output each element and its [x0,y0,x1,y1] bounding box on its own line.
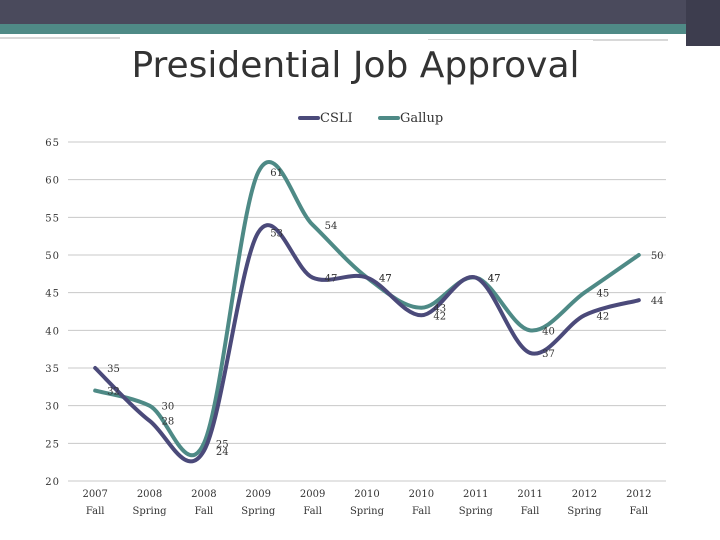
y-tick-label-55: 55 [45,213,60,224]
x-tick-year-3: 2009 [246,489,271,500]
y-tick-label-25: 25 [45,439,60,450]
x-tick-year-4: 2009 [300,489,325,500]
y-tick-label-20: 20 [45,477,60,488]
series-lines [93,160,641,464]
y-axis-ticks: 20 25 30 35 40 45 50 55 60 65 [45,138,60,488]
data-label-csli-2: 24 [216,447,229,458]
data-label-gallup-9: 45 [596,289,609,300]
x-tick-year-7: 2011 [463,489,488,500]
grid-lines [68,141,666,482]
x-tick-year-9: 2012 [572,489,597,500]
x-tick-season-9: Spring [567,506,602,517]
data-label-csli-0: 35 [107,364,120,375]
data-label-csli-10: 44 [651,296,664,307]
data-label-gallup-3: 61 [270,168,283,179]
x-tick-season-7: Spring [459,506,494,517]
data-label-gallup-4: 54 [325,221,338,232]
data-label-gallup-8: 40 [542,326,555,337]
x-tick-season-0: Fall [86,506,105,517]
data-label-csli-3: 53 [270,228,283,239]
x-tick-season-1: Spring [133,506,168,517]
y-tick-label-65: 65 [45,138,60,149]
slide-top-bar [0,0,720,24]
x-tick-season-4: Fall [303,506,322,517]
slide-title: Presidential Job Approval [131,45,580,86]
slide-accent-stripe [0,24,686,34]
x-tick-year-6: 2010 [409,489,434,500]
slide-corner-bar [686,0,720,46]
chart-legend: CSLI Gallup [298,111,443,126]
x-tick-season-2: Fall [195,506,214,517]
data-label-csli-7: 47 [488,274,501,285]
data-label-csli-8: 37 [542,349,555,360]
data-label-csli-6: 42 [433,311,446,322]
x-tick-season-8: Fall [521,506,540,517]
data-label-gallup-2: 25 [216,439,229,450]
x-tick-year-5: 2010 [354,489,379,500]
legend-label-csli: CSLI [320,111,353,126]
x-tick-year-2: 2008 [191,489,216,500]
data-label-csli-4: 47 [325,274,338,285]
data-label-csli-5: 47 [379,274,392,285]
x-tick-season-10: Fall [630,506,649,517]
x-tick-year-10: 2012 [626,489,651,500]
x-tick-season-3: Spring [241,506,276,517]
x-axis-ticks: 2007 Fall 2008 Spring 2008 Fall 2009 Spring 2009… [82,489,651,517]
x-tick-season-5: Spring [350,506,385,517]
data-label-csli-9: 42 [596,311,609,322]
y-tick-label-40: 40 [45,326,60,337]
x-tick-year-1: 2008 [137,489,162,500]
data-label-csli-1: 28 [162,417,175,428]
x-tick-year-0: 2007 [82,489,107,500]
data-label-gallup-0: 32 [107,387,120,398]
data-label-gallup-10: 50 [651,251,664,262]
data-label-gallup-7: 47 [488,274,501,285]
y-tick-label-35: 35 [45,364,60,375]
y-tick-label-30: 30 [45,402,60,413]
y-tick-label-45: 45 [45,289,60,300]
data-label-gallup-6: 43 [433,304,446,315]
x-tick-year-8: 2011 [517,489,542,500]
legend-label-gallup: Gallup [400,111,443,126]
slide-rule-left [0,37,120,39]
series-line-gallup [93,160,641,458]
x-tick-season-6: Fall [412,506,431,517]
series-line-csli [93,223,641,464]
y-tick-label-60: 60 [45,176,60,187]
title-backdrop [118,40,593,92]
data-label-gallup-5: 47 [379,274,392,285]
data-label-gallup-1: 30 [162,402,175,413]
y-tick-label-50: 50 [45,251,60,262]
